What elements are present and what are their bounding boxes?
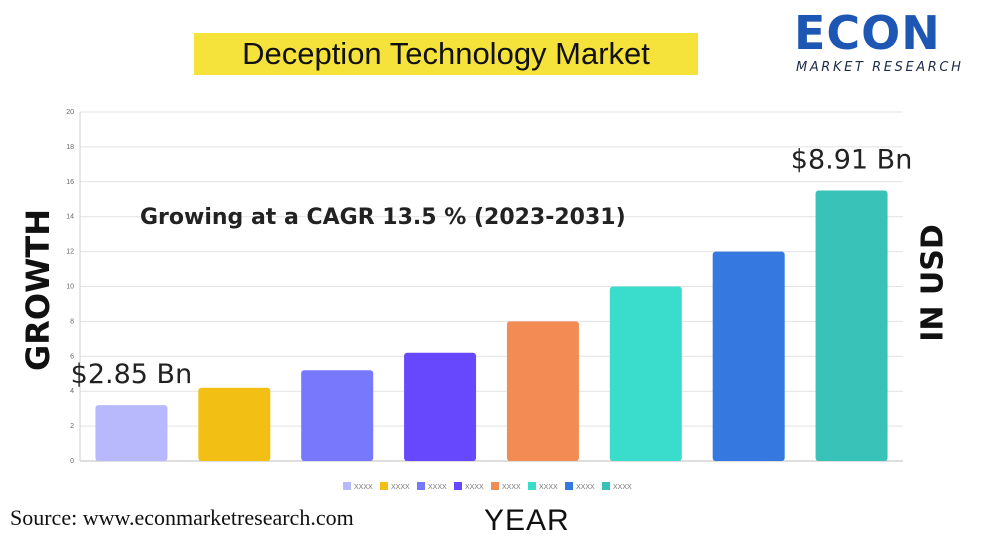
legend-label: XXXX <box>613 484 632 491</box>
legend: XXXX XXXX XXXX XXXX XXXX XXXX XXXX XXXX <box>343 482 632 491</box>
legend-swatch <box>380 482 388 490</box>
x-axis-label: YEAR <box>484 504 570 537</box>
y-tick-label: 0 <box>70 458 74 465</box>
legend-swatch <box>417 482 425 490</box>
legend-label: XXXX <box>354 484 373 491</box>
bar <box>198 387 271 461</box>
y-tick-label: 20 <box>66 109 74 116</box>
source-note: Source: www.econmarketresearch.com <box>10 505 354 530</box>
y-tick-label: 2 <box>70 423 74 430</box>
legend-label: XXXX <box>465 484 484 491</box>
chart-title: Deception Technology Market <box>242 36 650 71</box>
legend-label: XXXX <box>539 484 558 491</box>
y-tick-label: 18 <box>66 144 74 151</box>
y-tick-labels: 0 2 4 6 8 10 12 14 16 18 20 <box>66 109 74 465</box>
y-tick-label: 6 <box>70 353 74 360</box>
y-tick-label: 12 <box>66 249 74 256</box>
legend-swatch <box>602 482 610 490</box>
logo-wordmark: ECON <box>794 6 941 60</box>
chart-subtitle: Growing at a CAGR 13.5 % (2023-2031) <box>140 205 626 230</box>
bar <box>815 190 888 461</box>
data-label: $8.91 Bn <box>791 145 913 176</box>
bar <box>95 405 168 461</box>
annotations: $2.85 Bn $8.91 Bn <box>71 145 913 391</box>
legend-swatch <box>491 482 499 490</box>
y-tick-label: 14 <box>66 214 74 221</box>
legend-swatch <box>565 482 573 490</box>
bar <box>609 286 682 461</box>
bar <box>301 370 374 461</box>
legend-label: XXXX <box>576 484 595 491</box>
legend-swatch <box>343 482 351 490</box>
y-tick-label: 10 <box>66 284 74 291</box>
logo-tagline: MARKET RESEARCH <box>796 60 964 75</box>
legend-swatch <box>528 482 536 490</box>
legend-swatch <box>454 482 462 490</box>
y-tick-label: 16 <box>66 179 74 186</box>
bar <box>404 352 477 461</box>
title-highlight: Deception Technology Market <box>194 33 698 75</box>
data-label: $2.85 Bn <box>71 359 193 390</box>
bar <box>506 321 579 461</box>
y-tick-label: 4 <box>70 388 74 395</box>
econ-logo: ECON MARKET RESEARCH <box>794 8 974 76</box>
legend-label: XXXX <box>391 484 410 491</box>
bars <box>95 190 888 461</box>
y-tick-label: 8 <box>70 318 74 325</box>
legend-label: XXXX <box>502 484 521 491</box>
legend-label: XXXX <box>428 484 447 491</box>
bar <box>712 251 785 461</box>
